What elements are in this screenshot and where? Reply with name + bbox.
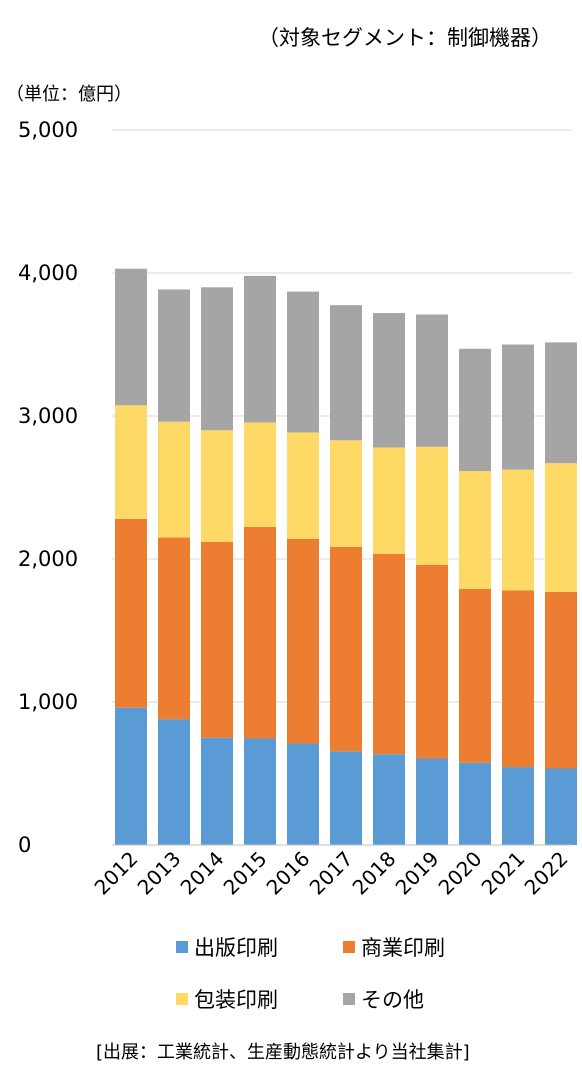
x-tick-label: 2016 — [262, 847, 315, 900]
x-tick-label: 2019 — [391, 847, 444, 900]
x-tick-label: 2018 — [348, 847, 401, 900]
bar-segment — [201, 430, 233, 542]
bar-segment — [373, 553, 405, 755]
segment-label: （対象セグメント：制御機器） — [258, 26, 552, 50]
y-tick-label: 4,000 — [18, 261, 78, 285]
legend-label-publishing: 出版印刷 — [194, 936, 278, 960]
source-note: [出展：工業統計、生産動態統計より当社集計] — [96, 1042, 470, 1063]
legend-swatch-other — [343, 993, 355, 1005]
stacked-bar-chart: 01,0002,0003,0004,0005,00020122013201420… — [18, 118, 577, 900]
x-tick-label: 2015 — [219, 847, 272, 900]
bar-segment — [373, 447, 405, 554]
y-tick-label: 5,000 — [18, 118, 78, 142]
bar-segment — [545, 463, 577, 592]
bar-segment — [545, 768, 577, 845]
bar-segment — [158, 537, 190, 720]
y-tick-label: 1,000 — [18, 690, 78, 714]
bar-segment — [158, 719, 190, 845]
bar-segment — [416, 564, 448, 759]
x-tick-label: 2012 — [90, 847, 143, 900]
legend-swatch-publishing — [176, 941, 188, 953]
bar-segment — [330, 305, 362, 441]
bar-segment — [373, 754, 405, 845]
bar-segment — [244, 738, 276, 845]
bar-segment — [201, 287, 233, 431]
x-tick-label: 2022 — [520, 847, 573, 900]
legend-item-commercial: 商業印刷 — [343, 932, 445, 962]
legend-label-other: その他 — [361, 988, 424, 1012]
bar-segment — [330, 751, 362, 845]
y-tick-label: 2,000 — [18, 547, 78, 571]
bar-segment — [373, 313, 405, 448]
bar-segment — [201, 737, 233, 845]
x-tick-label: 2014 — [176, 847, 229, 900]
legend-swatch-packaging — [176, 993, 188, 1005]
y-tick-label: 3,000 — [18, 404, 78, 428]
bar-segment — [416, 314, 448, 447]
bar-segment — [502, 344, 534, 470]
bar-segment — [502, 767, 534, 845]
bar-segment — [115, 405, 147, 519]
bar-segment — [502, 469, 534, 591]
x-tick-label: 2020 — [434, 847, 487, 900]
x-tick-label: 2017 — [305, 847, 358, 900]
bar-segment — [502, 590, 534, 768]
bar-segment — [158, 289, 190, 422]
legend-label-packaging: 包装印刷 — [194, 988, 278, 1012]
legend-swatch-commercial — [343, 941, 355, 953]
legend-item-publishing: 出版印刷 — [176, 932, 278, 962]
bar-segment — [545, 342, 577, 464]
y-tick-label: 0 — [18, 833, 31, 857]
bar-segment — [244, 275, 276, 423]
bar-segment — [158, 421, 190, 538]
x-tick-label: 2021 — [477, 847, 530, 900]
unit-label: （単位：億円） — [6, 84, 132, 105]
bar-segment — [201, 541, 233, 738]
bar-segment — [416, 446, 448, 565]
bar-segment — [287, 291, 319, 433]
bar-segment — [244, 526, 276, 739]
bar-segment — [115, 518, 147, 708]
bar-segment — [416, 758, 448, 845]
legend-item-packaging: 包装印刷 — [176, 984, 278, 1014]
x-tick-label: 2013 — [133, 847, 186, 900]
bar-segment — [115, 268, 147, 406]
bar-segment — [459, 471, 491, 590]
legend-label-commercial: 商業印刷 — [361, 936, 445, 960]
bar-segment — [330, 546, 362, 752]
bar-segment — [330, 440, 362, 547]
bar-segment — [244, 422, 276, 527]
bar-segment — [287, 743, 319, 845]
bar-segment — [459, 348, 491, 472]
bar-segment — [459, 762, 491, 845]
bar-segment — [545, 591, 577, 769]
legend-item-other: その他 — [343, 984, 424, 1014]
bar-segment — [115, 707, 147, 845]
bar-segment — [287, 432, 319, 539]
bar-segment — [459, 589, 491, 763]
bar-segment — [287, 538, 319, 744]
